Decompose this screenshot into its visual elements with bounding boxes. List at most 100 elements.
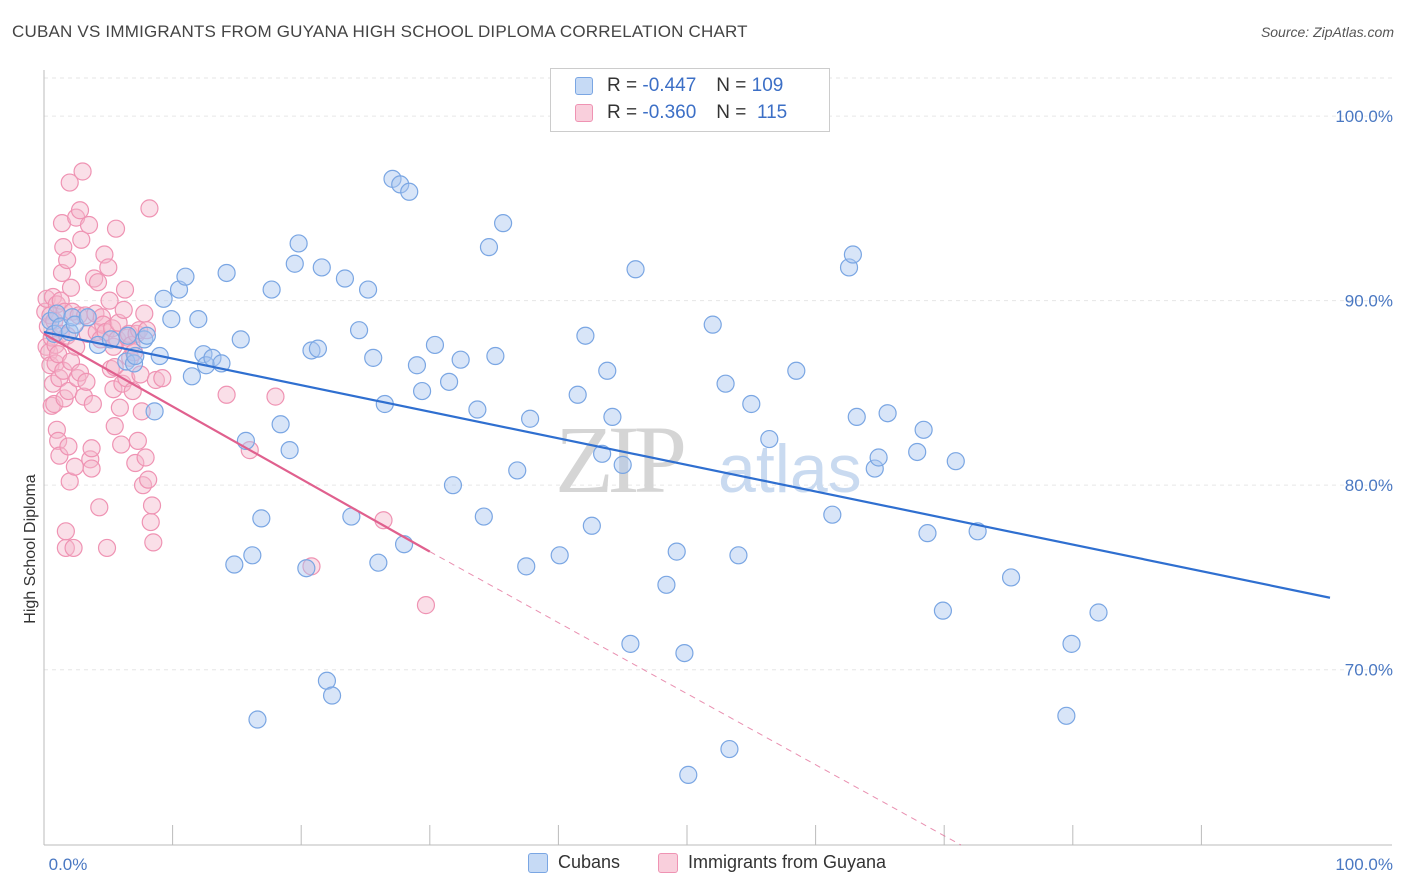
series-cubans-points	[41, 169, 1108, 784]
cubans-point	[322, 686, 342, 705]
guyana-point	[40, 343, 59, 362]
cubans-point	[412, 381, 432, 401]
cubans-point	[145, 402, 164, 421]
legend-r-label: R =	[607, 75, 638, 96]
legend-n-value: 109	[751, 75, 784, 96]
guyana-point	[79, 215, 99, 235]
cubans-point	[626, 260, 645, 279]
legend-r-label: R =	[607, 102, 638, 123]
cubans-point	[189, 310, 208, 329]
guyana-point	[100, 291, 119, 310]
cubans-point	[63, 308, 82, 327]
cubans-point	[400, 182, 419, 201]
cubans-point	[716, 374, 735, 393]
guyana-point	[64, 538, 83, 558]
chart-source: Source: ZipAtlas.com	[1260, 24, 1394, 40]
legend-swatch-cubans	[575, 77, 593, 95]
y-tick-label: 80.0%	[1345, 476, 1393, 495]
guyana-point	[65, 457, 84, 476]
guyana-point	[153, 369, 172, 388]
cubans-point	[302, 341, 321, 360]
series-legend: Cubans Immigrants from Guyana	[0, 852, 1406, 878]
x-tick-label: 0.0%	[49, 855, 88, 874]
watermark-zip: ZIP	[555, 406, 684, 513]
cubans-point	[474, 507, 493, 526]
cubans-point	[823, 505, 842, 524]
guyana-point	[141, 512, 160, 532]
guyana-point	[49, 431, 68, 450]
y-axis-label: High School Diploma	[22, 474, 39, 624]
y-tick-label: 100.0%	[1335, 107, 1393, 126]
y-tick-label: 90.0%	[1345, 292, 1393, 311]
guyana-trend-extension	[429, 551, 962, 846]
cubans-point	[568, 385, 587, 404]
cubans-point	[869, 448, 888, 467]
watermark: ZIP atlas	[555, 406, 862, 513]
guyana-point	[112, 435, 131, 454]
cubans-point	[154, 289, 173, 308]
cubans-point	[443, 476, 463, 495]
guyana-trend-line	[43, 332, 431, 553]
cubans-point	[425, 335, 445, 355]
cubans-point	[720, 739, 739, 759]
guyana-point	[217, 385, 236, 404]
cubans-point	[598, 361, 617, 380]
cubans-point	[364, 348, 383, 367]
cubans-point	[521, 409, 540, 428]
guyana-point	[106, 219, 126, 238]
cubans-point	[603, 407, 622, 427]
cubans-point	[908, 442, 927, 462]
cubans-point	[479, 238, 499, 257]
cubans-point	[517, 557, 536, 576]
cubans-point	[217, 263, 236, 283]
guyana-point	[58, 250, 77, 270]
cubans-point	[358, 280, 378, 299]
guyana-point	[128, 431, 147, 450]
cubans-point	[847, 407, 866, 427]
chart-title: CUBAN VS IMMIGRANTS FROM GUYANA HIGH SCH…	[12, 22, 748, 41]
cubans-point	[593, 444, 612, 463]
guyana-point	[133, 476, 153, 495]
cubans-point	[252, 509, 271, 528]
guyana-point	[92, 308, 111, 327]
cubans-point	[176, 267, 195, 286]
guyana-point	[140, 199, 159, 218]
legend-item-guyana[interactable]: Immigrants from Guyana	[658, 852, 886, 873]
cubans-point	[703, 315, 722, 334]
guyana-point	[144, 533, 163, 552]
cubans-point	[1001, 568, 1021, 587]
legend-row-cubans: R = -0.447 N = 109	[575, 75, 783, 97]
guyana-point	[45, 394, 64, 414]
tick-labels: 70.0% 80.0% 90.0% 100.0% 0.0% 100.0%	[49, 107, 1393, 874]
guyana-point	[70, 201, 90, 220]
guyana-point	[97, 538, 117, 558]
series-guyana-points	[36, 162, 436, 615]
cubans-point	[118, 326, 137, 345]
guyana-point	[77, 372, 96, 391]
legend-label-cubans: Cubans	[558, 852, 621, 872]
legend-r-value: -0.360	[642, 102, 697, 123]
legend-label-guyana: Immigrants from Guyana	[688, 852, 887, 872]
stats-legend: R = -0.447 N = 109 R = -0.360 N = 115	[550, 68, 830, 132]
cubans-point	[667, 542, 686, 561]
x-tick-label: 100.0%	[1335, 855, 1393, 874]
guyana-point	[105, 417, 124, 436]
guyana-point	[114, 300, 133, 319]
cubans-point	[494, 214, 513, 233]
cubans-point	[576, 326, 595, 345]
guyana-point	[94, 315, 113, 334]
guyana-point	[416, 596, 436, 615]
cubans-point	[843, 245, 862, 264]
cubans-point	[335, 269, 355, 288]
cubans-point	[182, 367, 201, 386]
legend-row-guyana: R = -0.360 N = 115	[575, 102, 787, 124]
guyana-point	[266, 387, 285, 406]
legend-r-value: -0.447	[642, 75, 697, 96]
guyana-point	[73, 162, 92, 181]
cubans-point	[349, 321, 369, 340]
legend-item-cubans[interactable]: Cubans	[528, 852, 620, 873]
cubans-point	[312, 258, 331, 277]
cubans-point	[468, 400, 487, 419]
guyana-point	[70, 363, 90, 382]
